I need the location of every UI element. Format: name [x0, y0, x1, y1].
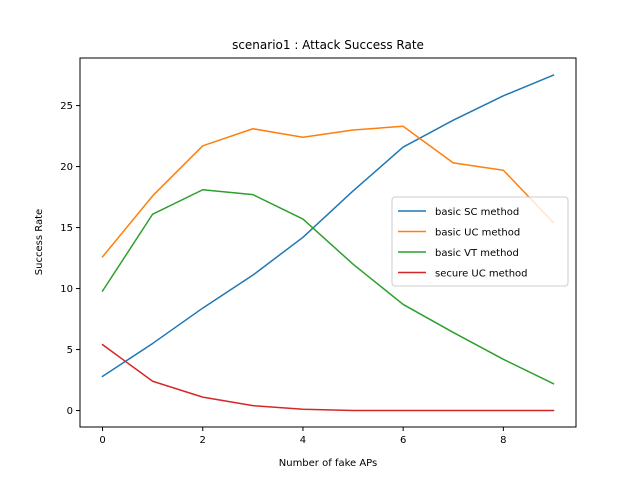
y-tick-label: 10 — [60, 284, 73, 295]
y-tick-label: 15 — [60, 223, 73, 234]
legend-entry: basic SC method — [435, 207, 519, 218]
legend-entry: basic VT method — [435, 248, 519, 259]
x-tick-label: 0 — [99, 435, 105, 446]
chart-title: scenario1 : Attack Success Rate — [232, 38, 424, 52]
y-axis-label: Success Rate — [34, 209, 45, 275]
x-tick-label: 2 — [200, 435, 206, 446]
series-line-1 — [101, 74, 555, 378]
y-tick-label: 5 — [67, 345, 73, 356]
x-tick-label: 4 — [300, 435, 306, 446]
legend-box — [391, 196, 569, 287]
series-line-3 — [101, 188, 555, 385]
series-line-4 — [101, 343, 555, 412]
legend: basic SC method basic UC method basic VT m… — [391, 196, 569, 287]
y-tick-label: 25 — [60, 101, 73, 112]
x-axis-label: Number of fake APs — [279, 458, 378, 469]
legend-entry: basic UC method — [435, 228, 520, 239]
legend-entry: secure UC method — [435, 269, 528, 280]
series-lines — [101, 74, 555, 412]
y-tick-label: 0 — [67, 406, 73, 417]
x-tick-label: 6 — [400, 435, 406, 446]
y-tick-label: 20 — [60, 162, 73, 173]
series-line-2 — [101, 125, 555, 258]
x-tick-label: 8 — [500, 435, 506, 446]
x-axis-ticks: 0 2 4 6 8 — [99, 427, 507, 446]
y-axis-ticks: 0 5 10 15 20 25 — [60, 101, 80, 417]
axes-border — [79, 57, 577, 428]
